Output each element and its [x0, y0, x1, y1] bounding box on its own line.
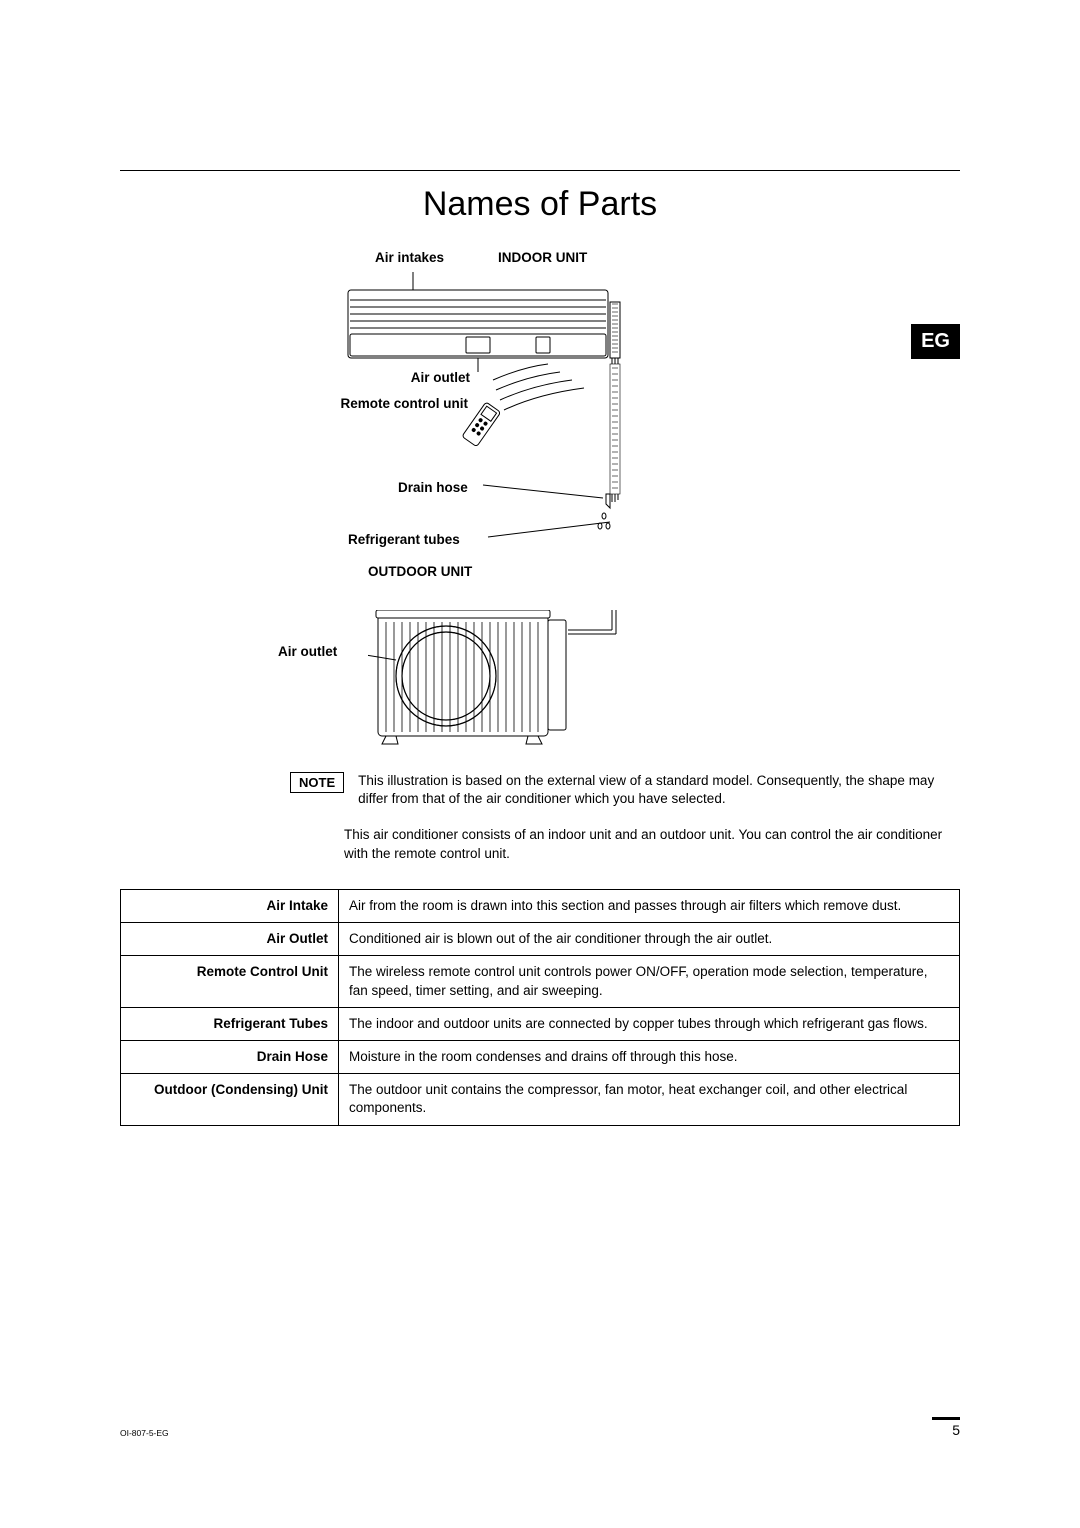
part-name: Drain Hose	[121, 1040, 339, 1073]
table-row: Outdoor (Condensing) UnitThe outdoor uni…	[121, 1074, 960, 1125]
part-name: Air Outlet	[121, 923, 339, 956]
table-row: Drain HoseMoisture in the room condenses…	[121, 1040, 960, 1073]
label-indoor-unit: INDOOR UNIT	[498, 250, 587, 266]
table-row: Remote Control UnitThe wireless remote c…	[121, 956, 960, 1007]
indoor-unit-illustration	[338, 272, 658, 592]
label-air-outlet-outdoor: Air outlet	[278, 644, 337, 660]
table-row: Air OutletConditioned air is blown out o…	[121, 923, 960, 956]
doc-id: OI-807-5-EG	[120, 1428, 169, 1438]
part-description: Moisture in the room condenses and drain…	[339, 1040, 960, 1073]
part-name: Air Intake	[121, 889, 339, 922]
top-rule	[120, 170, 960, 171]
part-name: Outdoor (Condensing) Unit	[121, 1074, 339, 1125]
note-row: NOTE This illustration is based on the e…	[290, 772, 960, 808]
table-row: Air IntakeAir from the room is drawn int…	[121, 889, 960, 922]
part-description: Air from the room is drawn into this sec…	[339, 889, 960, 922]
outdoor-unit-illustration	[368, 610, 628, 760]
table-row: Refrigerant TubesThe indoor and outdoor …	[121, 1007, 960, 1040]
parts-diagram: Air intakes INDOOR UNIT Air outlet Remot…	[260, 244, 820, 754]
part-name: Refrigerant Tubes	[121, 1007, 339, 1040]
note-text: This illustration is based on the extern…	[358, 772, 960, 808]
label-air-intakes: Air intakes	[375, 250, 444, 266]
part-description: Conditioned air is blown out of the air …	[339, 923, 960, 956]
language-badge: EG	[911, 324, 960, 359]
page-number: 5	[952, 1422, 960, 1438]
parts-table: Air IntakeAir from the room is drawn int…	[120, 889, 960, 1126]
intro-text: This air conditioner consists of an indo…	[344, 826, 960, 862]
part-description: The indoor and outdoor units are connect…	[339, 1007, 960, 1040]
part-description: The wireless remote control unit control…	[339, 956, 960, 1007]
page-footer: OI-807-5-EG 5	[120, 1417, 960, 1438]
part-description: The outdoor unit contains the compressor…	[339, 1074, 960, 1125]
part-name: Remote Control Unit	[121, 956, 339, 1007]
note-label: NOTE	[290, 772, 344, 793]
page-title: Names of Parts	[120, 185, 960, 224]
